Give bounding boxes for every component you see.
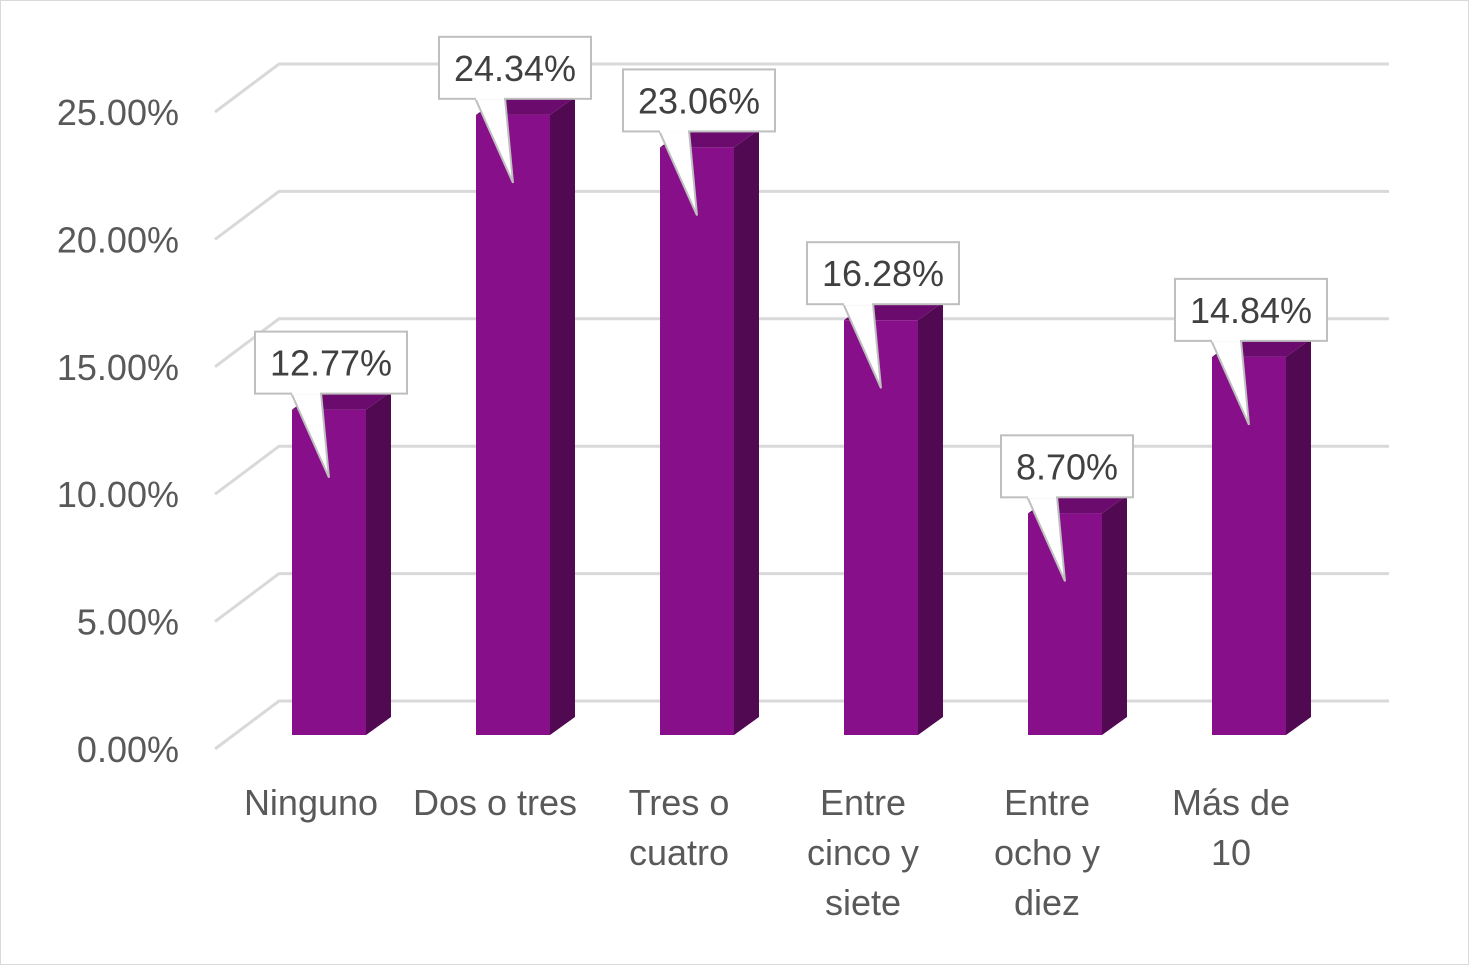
x-category-label-line: Entre <box>820 782 906 823</box>
bar <box>476 96 575 736</box>
data-label: 12.77% <box>254 330 408 479</box>
data-label-box <box>806 241 960 306</box>
data-label: 24.34% <box>438 35 592 184</box>
gridline <box>214 62 1389 114</box>
bar-side <box>1102 495 1127 735</box>
y-tick-label: 20.00% <box>57 219 179 260</box>
bar-front <box>476 114 550 736</box>
bar-side <box>734 129 759 735</box>
gridline <box>214 699 1389 751</box>
x-category-label-line: Tres o <box>629 782 730 823</box>
x-category-label: Ninguno <box>244 782 378 823</box>
x-category-label: Entre ocho y diez <box>994 782 1100 923</box>
x-axis-categories: Ninguno Dos o tres Tres o cuatro Entre cinco … <box>244 782 1290 923</box>
bar-front <box>1212 356 1286 735</box>
data-label-value: 23.06% <box>638 80 760 121</box>
x-category-label-line: ocho y <box>994 832 1100 873</box>
data-label-value: 8.70% <box>1016 446 1118 487</box>
gridlines <box>214 62 1389 751</box>
data-label-box <box>438 35 592 100</box>
bar <box>292 391 391 735</box>
y-tick-label: 15.00% <box>57 347 179 388</box>
bar-front <box>660 147 734 735</box>
gridline <box>214 189 1389 241</box>
data-label-box <box>254 330 408 395</box>
bar-side <box>550 96 575 736</box>
data-labels: 12.77% 24.34% 23.06% 16.28% 8.70% 14.84% <box>254 35 1328 582</box>
bar-front <box>1028 513 1102 735</box>
data-label-box <box>1174 277 1328 342</box>
data-label-value: 14.84% <box>1190 290 1312 331</box>
x-category-label: Dos o tres <box>413 782 577 823</box>
x-category-label-line: diez <box>1014 882 1080 923</box>
y-tick-label: 5.00% <box>77 602 179 643</box>
y-tick-label: 25.00% <box>57 92 179 133</box>
data-label: 8.70% <box>1000 434 1134 582</box>
data-label-value: 12.77% <box>270 343 392 384</box>
x-category-label-line: Entre <box>1004 782 1090 823</box>
gridline <box>214 572 1389 623</box>
x-category-label-line: cinco y <box>807 832 919 873</box>
data-label-value: 24.34% <box>454 48 576 89</box>
x-category-label: Más de 10 <box>1172 782 1290 873</box>
x-category-label: Entre cinco y siete <box>807 782 919 923</box>
bar <box>844 302 943 735</box>
bar-side <box>366 391 391 735</box>
x-category-label: Tres o cuatro <box>629 782 730 873</box>
bar-front <box>844 320 918 735</box>
data-label-value: 16.28% <box>822 253 944 294</box>
y-tick-label: 10.00% <box>57 474 179 515</box>
x-category-label-line: Dos o tres <box>413 782 577 823</box>
data-label: 23.06% <box>622 68 776 216</box>
x-category-label-line: Más de <box>1172 782 1290 823</box>
x-category-label-line: cuatro <box>629 832 729 873</box>
data-label-box <box>622 68 776 133</box>
data-label: 14.84% <box>1174 277 1328 426</box>
bar <box>660 129 759 735</box>
bar <box>1212 338 1311 735</box>
bar-front <box>292 409 366 735</box>
bar-side <box>918 302 943 735</box>
data-label: 16.28% <box>806 241 960 389</box>
y-axis-ticks: 0.00% 5.00% 10.00% 15.00% 20.00% 25.00% <box>57 92 179 770</box>
x-category-label-line: siete <box>825 882 901 923</box>
gridline <box>214 317 1389 368</box>
x-category-label-line: 10 <box>1211 832 1251 873</box>
x-category-label-line: Ninguno <box>244 782 378 823</box>
bar-side <box>1286 338 1311 735</box>
data-label-box <box>1000 434 1134 499</box>
y-tick-label: 0.00% <box>77 729 179 770</box>
